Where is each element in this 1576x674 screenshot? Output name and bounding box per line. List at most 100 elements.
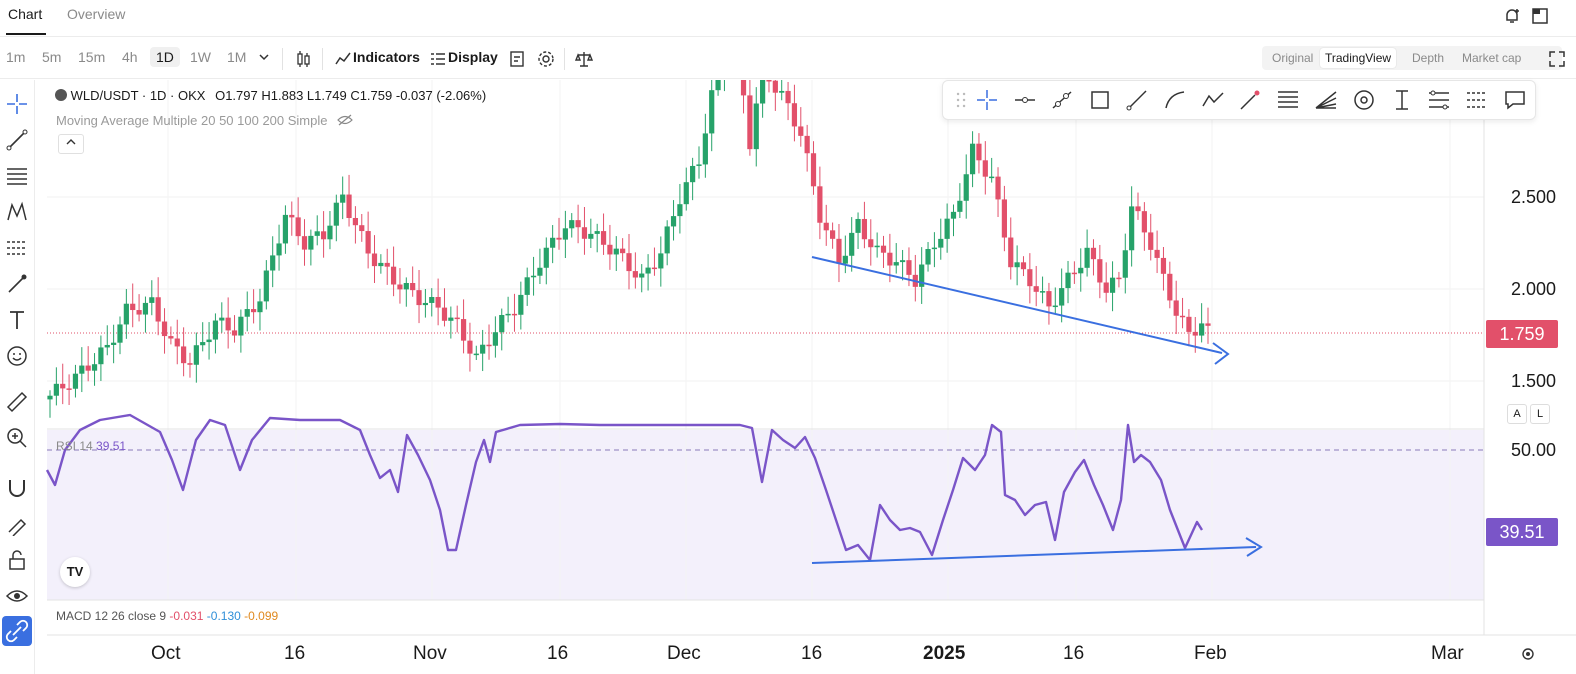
arrow-marker-icon[interactable] bbox=[1238, 88, 1262, 112]
display-button[interactable]: Display bbox=[448, 49, 498, 65]
candle-body bbox=[486, 344, 492, 347]
ray-icon[interactable] bbox=[1125, 88, 1149, 112]
timeframe-1d[interactable]: 1D bbox=[150, 47, 180, 67]
alert-add-icon[interactable] bbox=[1502, 6, 1522, 26]
candle-body bbox=[155, 297, 161, 322]
fib-fan-icon[interactable] bbox=[1314, 88, 1338, 112]
fib-retracement-icon[interactable] bbox=[1276, 88, 1300, 112]
view-tradingview[interactable]: TradingView bbox=[1320, 48, 1397, 68]
timeframe-1w[interactable]: 1W bbox=[190, 49, 211, 65]
candle-body bbox=[1097, 259, 1103, 283]
view-market-cap[interactable]: Market cap bbox=[1462, 51, 1522, 65]
prediction-icon[interactable] bbox=[5, 236, 29, 260]
candle-body bbox=[569, 220, 575, 229]
indicators-button[interactable]: Indicators bbox=[353, 49, 420, 65]
emoji-icon[interactable] bbox=[5, 344, 29, 368]
candle-body bbox=[989, 176, 995, 179]
view-depth[interactable]: Depth bbox=[1412, 51, 1445, 65]
macd-legend: MACD 12 26 close 9 -0.031 -0.130 -0.099 bbox=[56, 609, 278, 623]
fib-circle-icon[interactable] bbox=[1352, 88, 1376, 112]
tab-overview[interactable]: Overview bbox=[67, 6, 126, 22]
price-axis-label: 2.500 bbox=[1510, 187, 1556, 207]
candle-body bbox=[467, 340, 473, 354]
unlock-icon[interactable] bbox=[5, 548, 29, 572]
replay-icon[interactable] bbox=[508, 50, 526, 68]
magnet-icon[interactable] bbox=[5, 476, 29, 500]
eye-visibility-icon[interactable] bbox=[5, 584, 29, 608]
candle-body bbox=[378, 262, 384, 267]
brush-icon[interactable] bbox=[5, 272, 29, 296]
macd-value: -0.031 bbox=[169, 609, 204, 623]
candle-body bbox=[53, 383, 59, 396]
candle-body bbox=[91, 364, 98, 371]
trendline-icon[interactable] bbox=[1050, 88, 1074, 112]
candle-body bbox=[715, 80, 721, 91]
expand-window-icon[interactable] bbox=[1530, 6, 1550, 26]
candle-body bbox=[594, 231, 600, 234]
timeframe-5m[interactable]: 5m bbox=[42, 49, 62, 65]
timeframe-15m[interactable]: 15m bbox=[78, 49, 106, 65]
polyline-icon[interactable] bbox=[1201, 88, 1225, 112]
trendline-arrowhead bbox=[1212, 342, 1230, 365]
candle-body bbox=[1122, 250, 1128, 278]
log-scale-button[interactable]: L bbox=[1530, 404, 1550, 424]
candle-body bbox=[206, 339, 212, 343]
fib-retracement-icon[interactable] bbox=[5, 164, 29, 188]
display-icon bbox=[431, 53, 445, 65]
candle-body bbox=[85, 365, 91, 371]
horizontal-ray-icon[interactable] bbox=[1013, 88, 1037, 112]
parallel-channel-icon[interactable] bbox=[1427, 88, 1451, 112]
forecast-icon[interactable] bbox=[1465, 88, 1489, 112]
hidden-eye-icon[interactable] bbox=[337, 114, 353, 126]
timeframe-1m[interactable]: 1m bbox=[6, 49, 26, 65]
candle-body bbox=[855, 218, 861, 233]
price-range-icon[interactable] bbox=[1390, 88, 1414, 112]
candle-body bbox=[429, 297, 435, 303]
view-original[interactable]: Original bbox=[1272, 51, 1314, 65]
timeframe-4h[interactable]: 4h bbox=[122, 49, 138, 65]
curve-icon[interactable] bbox=[1163, 88, 1187, 112]
candle-body bbox=[181, 346, 187, 364]
candle-body bbox=[1008, 237, 1014, 268]
crosshair-icon[interactable] bbox=[5, 92, 29, 116]
candle-body bbox=[600, 231, 607, 245]
collapse-legend-button[interactable] bbox=[58, 134, 84, 154]
rectangle-icon[interactable] bbox=[1088, 88, 1112, 112]
trendline-icon[interactable] bbox=[5, 128, 29, 152]
tab-chart[interactable]: Chart bbox=[8, 6, 43, 22]
pattern-icon[interactable] bbox=[5, 200, 29, 224]
scale-compare-icon[interactable] bbox=[575, 50, 593, 68]
price-trendline bbox=[811, 256, 1223, 354]
crosshair-icon[interactable] bbox=[975, 88, 999, 112]
settings-gear-icon[interactable] bbox=[537, 50, 555, 68]
timeframe-1mo[interactable]: 1M bbox=[227, 49, 247, 65]
candle-body bbox=[251, 309, 257, 313]
lock-drawing-icon[interactable] bbox=[5, 512, 29, 536]
link-sync-button[interactable] bbox=[2, 616, 32, 646]
ruler-icon[interactable] bbox=[5, 390, 29, 414]
candle-body bbox=[257, 301, 263, 313]
candle-body bbox=[410, 283, 416, 291]
candle-body bbox=[1154, 249, 1160, 258]
candle-type-icon[interactable] bbox=[295, 50, 313, 68]
candle-body bbox=[588, 233, 594, 239]
axis-settings-icon[interactable] bbox=[1520, 646, 1536, 662]
comment-icon[interactable] bbox=[1503, 88, 1527, 112]
candle-body bbox=[849, 232, 855, 256]
candle-body bbox=[111, 342, 117, 345]
candle-body bbox=[161, 321, 168, 337]
chevron-down-icon[interactable] bbox=[258, 53, 270, 63]
symbol-label[interactable]: WLD/USDT · 1D · OKX bbox=[70, 88, 206, 103]
price-change: -0.037 (-2.06%) bbox=[395, 88, 487, 103]
fullscreen-icon[interactable] bbox=[1548, 50, 1566, 68]
candle-body bbox=[607, 244, 613, 255]
candle-body bbox=[1205, 323, 1211, 326]
auto-scale-button[interactable]: A bbox=[1507, 404, 1527, 424]
candle-body bbox=[906, 260, 912, 275]
text-tool-icon[interactable] bbox=[5, 308, 29, 332]
moving-average-legend[interactable]: Moving Average Multiple 20 50 100 200 Si… bbox=[56, 113, 353, 128]
macd-signal-value: -0.130 bbox=[206, 609, 241, 623]
drag-handle-icon[interactable] bbox=[949, 88, 973, 112]
zoom-in-icon[interactable] bbox=[5, 426, 29, 450]
